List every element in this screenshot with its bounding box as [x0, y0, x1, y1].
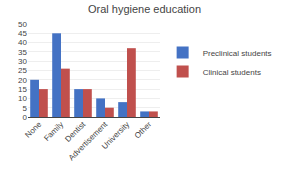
svg-text:None: None [23, 119, 43, 139]
svg-text:Other: Other [133, 120, 154, 141]
svg-text:40: 40 [18, 38, 27, 47]
svg-text:Dentist: Dentist [63, 119, 88, 144]
svg-text:Oral hygiene education: Oral hygiene education [88, 3, 201, 15]
svg-text:University: University [100, 120, 131, 151]
svg-text:30: 30 [18, 57, 27, 66]
svg-text:5: 5 [23, 104, 28, 113]
svg-text:Clinical students: Clinical students [203, 68, 261, 77]
svg-text:50: 50 [18, 20, 27, 29]
svg-text:25: 25 [18, 66, 27, 75]
svg-text:20: 20 [18, 76, 27, 85]
svg-text:15: 15 [18, 85, 27, 94]
svg-text:0: 0 [23, 113, 28, 122]
svg-text:Preclinical students: Preclinical students [203, 49, 272, 58]
svg-text:10: 10 [18, 94, 27, 103]
svg-text:45: 45 [18, 29, 27, 38]
svg-text:35: 35 [18, 48, 27, 57]
svg-text:Family: Family [42, 120, 65, 143]
svg-text:Advertisement: Advertisement [67, 119, 110, 162]
